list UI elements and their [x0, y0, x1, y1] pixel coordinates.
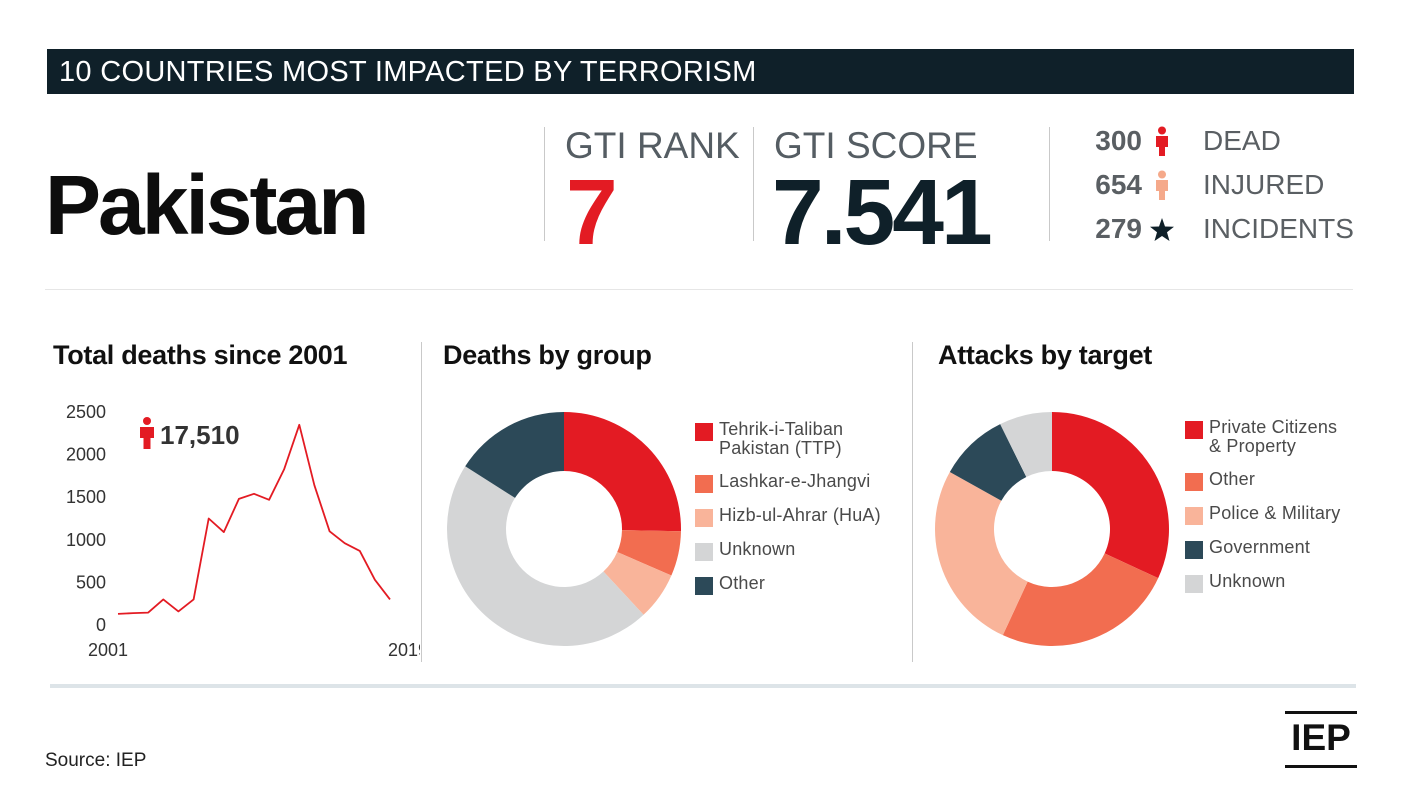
legend-swatch [695, 543, 713, 561]
legend-swatch [1185, 541, 1203, 559]
injured-count: 654 [1095, 169, 1142, 200]
attacks-by-target-donut [935, 412, 1169, 646]
group-panel-title: Deaths by group [443, 340, 652, 370]
gti-rank-value: 7 [566, 160, 618, 264]
incidents-label: INCIDENTS [1203, 213, 1354, 244]
stat-dead: 300 DEAD [1060, 124, 1360, 158]
donut-slice [564, 412, 681, 532]
gti-score-label: GTI SCORE [774, 125, 978, 166]
person-icon [1156, 170, 1168, 200]
banner-title: 10 COUNTRIES MOST IMPACTED BY TERRORISM [59, 56, 757, 88]
legend-label: Private Citizens [1209, 417, 1338, 437]
legend-label: Other [719, 573, 766, 593]
title-banner: 10 COUNTRIES MOST IMPACTED BY TERRORISM [47, 49, 1354, 94]
x-tick-label: 2001 [88, 640, 128, 660]
donut-slice [617, 530, 681, 576]
total-deaths-annotation: 17,510 [140, 417, 240, 450]
injured-label: INJURED [1203, 169, 1325, 200]
y-tick-label: 500 [76, 572, 106, 592]
deaths-series-line [117, 423, 391, 615]
donut-slice [935, 471, 1028, 636]
donut-slice [447, 466, 644, 647]
divider [1049, 127, 1050, 241]
dead-count: 300 [1095, 125, 1142, 156]
legend-label: Lashkar-e-Jhangvi [719, 471, 871, 491]
star-icon [1150, 218, 1174, 241]
y-tick-label: 1500 [66, 487, 106, 507]
deaths-line-chart: 0 500 1000 1500 2000 2500 2001 2019 17,510 [66, 402, 420, 660]
country-name: Pakistan [45, 158, 370, 252]
legend-swatch [695, 423, 713, 441]
total-deaths-value: 17,510 [160, 420, 240, 450]
gti-score-value: 7.541 [772, 160, 993, 264]
stat-injured: 654 INJURED [1060, 168, 1360, 202]
legend-label: Government [1209, 537, 1311, 557]
logo-text: IEP [1291, 717, 1351, 758]
iep-logo: IEP [1285, 711, 1357, 768]
legend-swatch [1185, 421, 1203, 439]
y-tick-label: 2500 [66, 402, 106, 422]
deaths-by-group-donut [447, 412, 681, 647]
source-note: Source: IEP [45, 750, 147, 771]
logo-bar [1285, 711, 1357, 714]
legend-label: Unknown [719, 539, 796, 559]
person-icon [143, 417, 151, 425]
divider [753, 127, 754, 241]
legend-label: Hizb-ul-Ahrar (HuA) [719, 505, 881, 525]
y-tick-label: 2000 [66, 445, 106, 465]
legend-swatch [695, 509, 713, 527]
legend-label: Pakistan (TTP) [719, 438, 842, 458]
target-panel-title: Attacks by target [938, 340, 1152, 370]
legend-swatch [695, 475, 713, 493]
divider [421, 342, 422, 662]
section-divider [45, 289, 1353, 290]
dead-label: DEAD [1203, 125, 1281, 156]
donut-slice [465, 412, 564, 498]
deaths-panel-title: Total deaths since 2001 [53, 340, 348, 370]
incidents-count: 279 [1095, 213, 1142, 244]
legend-label: Other [1209, 469, 1256, 489]
stat-incidents: 279 INCIDENTS [1060, 212, 1360, 246]
legend-swatch [1185, 473, 1203, 491]
x-tick-label: 2019 [388, 640, 420, 660]
y-tick-label: 1000 [66, 530, 106, 550]
legend-label: Unknown [1209, 571, 1286, 591]
legend-swatch [1185, 575, 1203, 593]
logo-bar [1285, 765, 1357, 768]
person-icon [140, 427, 154, 449]
donut-slice [1002, 553, 1159, 646]
legend-label: Police & Military [1209, 503, 1341, 523]
legend-swatch [695, 577, 713, 595]
divider [544, 127, 545, 241]
y-tick-label: 0 [96, 615, 106, 635]
legend-label: & Property [1209, 436, 1297, 456]
legend-swatch [1185, 507, 1203, 525]
divider [912, 342, 913, 662]
legend-label: Tehrik-i-Taliban [719, 419, 844, 439]
donut-slice [603, 552, 672, 615]
donut-slice [949, 424, 1027, 501]
person-icon [1156, 126, 1168, 156]
donut-slice [1052, 412, 1169, 579]
donut-slice [1000, 412, 1052, 477]
gti-rank-label: GTI RANK [565, 125, 740, 166]
footer-divider [50, 684, 1356, 688]
